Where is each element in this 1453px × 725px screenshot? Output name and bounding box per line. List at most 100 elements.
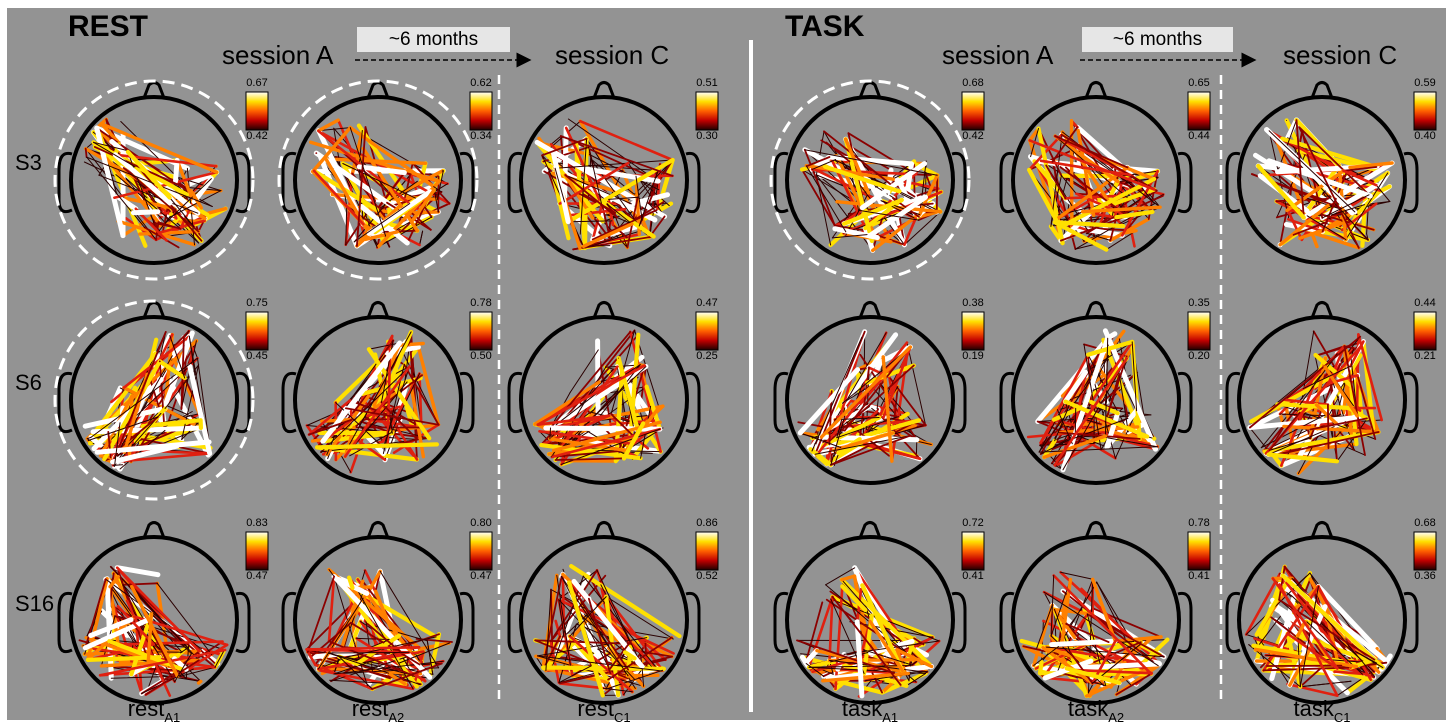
head-topography-s16-rest-a2	[281, 521, 475, 705]
colorbar-max-label: 0.59	[1414, 77, 1436, 89]
connectivity-edge	[1282, 424, 1381, 434]
column-label-rest-a1: restA1	[99, 696, 209, 725]
connectivity-edge	[1245, 572, 1311, 635]
connectivity-edge	[584, 229, 644, 249]
connectivity-edge	[1268, 426, 1335, 455]
subject-label-s3: S3	[15, 150, 42, 175]
head-topography-s6-task-c1	[1225, 301, 1419, 485]
connectivity-edge	[1286, 632, 1339, 670]
connectivity-edge	[315, 442, 439, 450]
head-topography-s3-task-a2	[999, 81, 1193, 265]
connectivity-edge	[581, 222, 634, 249]
connectivity-edge	[840, 584, 868, 613]
connectivity-edge	[1080, 205, 1162, 214]
head-left-ear	[507, 151, 523, 214]
connectivity-edge	[168, 190, 222, 218]
connectivity-edge	[572, 235, 655, 251]
connectivity-edge	[804, 149, 938, 176]
connectivity-edge	[1354, 188, 1383, 217]
connectivity-edge	[335, 402, 384, 448]
connectivity-edge	[830, 434, 911, 466]
connectivity-edge	[368, 342, 401, 350]
connectivity-edges	[796, 565, 941, 699]
connectivity-edge	[1345, 172, 1389, 241]
connectivity-edge	[86, 436, 92, 440]
connectivity-edge	[1343, 345, 1366, 457]
rest-interval-label: ~6 months	[357, 27, 510, 52]
connectivity-edge	[1093, 372, 1138, 418]
connectivity-edge	[1321, 172, 1347, 233]
connectivity-edge	[564, 174, 618, 219]
head-outline	[785, 315, 955, 485]
connectivity-edge	[569, 349, 599, 393]
connectivity-edge	[558, 161, 630, 205]
connectivity-edge	[1118, 373, 1129, 433]
rest-session-a-label: session A	[222, 40, 334, 70]
connectivity-edge	[555, 390, 600, 426]
connectivity-edge	[1283, 398, 1330, 407]
connectivity-edge	[1299, 353, 1338, 406]
connectivity-edge	[1114, 209, 1155, 220]
colorbar-min-label: 0.40	[1414, 130, 1436, 142]
column-label-subscript: C1	[1333, 710, 1351, 725]
head-right-ear	[951, 371, 967, 434]
colorbar-min-label: 0.41	[962, 570, 984, 582]
connectivity-edge	[1285, 631, 1303, 689]
connectivity-edge	[130, 585, 180, 678]
connectivity-edges	[1247, 330, 1383, 476]
head-nose	[858, 301, 882, 319]
colorbar	[695, 531, 719, 571]
connectivity-edge	[831, 595, 902, 686]
connectivity-edge	[1052, 607, 1095, 616]
connectivity-edge	[114, 565, 161, 578]
connectivity-edge	[343, 365, 411, 458]
column-label-subscript: A2	[388, 710, 405, 725]
connectivity-edge	[320, 366, 410, 453]
connectivity-edge	[1036, 604, 1053, 649]
connectivity-edge	[1321, 194, 1370, 219]
connectivity-edge	[828, 595, 834, 662]
connectivity-edge	[327, 575, 336, 643]
connectivity-edge	[556, 574, 572, 671]
connectivity-edge	[317, 118, 340, 133]
connectivity-edge	[138, 229, 201, 236]
connectivity-edge	[102, 359, 162, 462]
connectivity-edge	[187, 363, 213, 456]
connectivity-edge	[797, 367, 861, 436]
connectivity-edge	[569, 563, 682, 639]
connectivity-edge	[353, 203, 411, 243]
head-nose	[366, 301, 390, 319]
connectivity-edge	[1083, 196, 1128, 243]
connectivity-edge	[1308, 356, 1328, 440]
connectivity-edge	[1088, 641, 1154, 675]
connectivity-edge	[880, 200, 916, 220]
highlight-ring	[277, 79, 479, 281]
connectivity-edge	[805, 663, 825, 677]
connectivity-edge	[108, 431, 211, 455]
connectivity-edge	[827, 154, 914, 167]
colorbar-max-label: 0.80	[470, 517, 492, 529]
colorbar	[1187, 531, 1211, 571]
connectivity-edge	[115, 566, 201, 653]
connectivity-edge	[346, 331, 412, 450]
head-left-ear	[57, 591, 73, 654]
connectivity-edges	[309, 118, 451, 249]
connectivity-edge	[197, 357, 210, 443]
connectivity-edges	[1026, 118, 1165, 252]
connectivity-edge	[86, 156, 213, 207]
connectivity-edge	[841, 197, 904, 226]
connectivity-edge	[596, 569, 643, 667]
connectivity-edge	[1062, 369, 1088, 405]
colorbar-max-label: 0.35	[1188, 297, 1210, 309]
connectivity-edge	[1096, 581, 1131, 639]
head-left-ear	[773, 591, 789, 654]
connectivity-edge	[919, 160, 927, 216]
head-outline	[1237, 315, 1407, 485]
connectivity-edge	[398, 642, 450, 664]
connectivity-edge	[1042, 438, 1057, 460]
connectivity-edge	[1298, 126, 1372, 197]
connectivity-edge	[616, 356, 641, 433]
connectivity-edge	[588, 154, 660, 191]
connectivity-edge	[317, 597, 364, 670]
connectivity-edge	[606, 203, 633, 225]
